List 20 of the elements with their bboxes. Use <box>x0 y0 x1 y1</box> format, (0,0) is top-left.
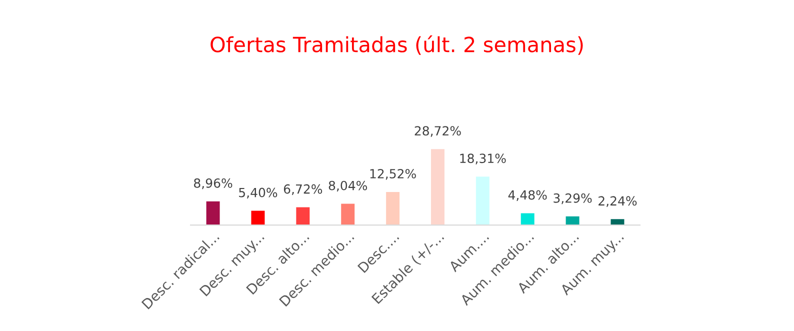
bar <box>566 216 580 226</box>
data-label: 28,72% <box>414 126 461 137</box>
data-label: 8,04% <box>328 180 368 192</box>
bar <box>251 210 265 226</box>
bar <box>430 149 444 226</box>
bar <box>520 213 534 226</box>
bar <box>386 192 400 226</box>
data-label: 6,72% <box>284 184 322 196</box>
bar <box>341 204 355 226</box>
data-label: 5,40% <box>239 188 278 199</box>
data-label: 8,96% <box>194 178 232 190</box>
bar <box>476 176 490 226</box>
chart-title: Ofertas Tramitadas (últ. 2 semanas) <box>210 35 583 55</box>
data-label: 3,29% <box>554 193 592 204</box>
data-label: 12,52% <box>370 168 416 180</box>
data-label: 2,24% <box>598 196 637 207</box>
bar <box>296 207 310 226</box>
data-label: 18,31% <box>460 154 506 164</box>
data-label: 4,48% <box>508 190 547 201</box>
bar <box>206 201 220 226</box>
